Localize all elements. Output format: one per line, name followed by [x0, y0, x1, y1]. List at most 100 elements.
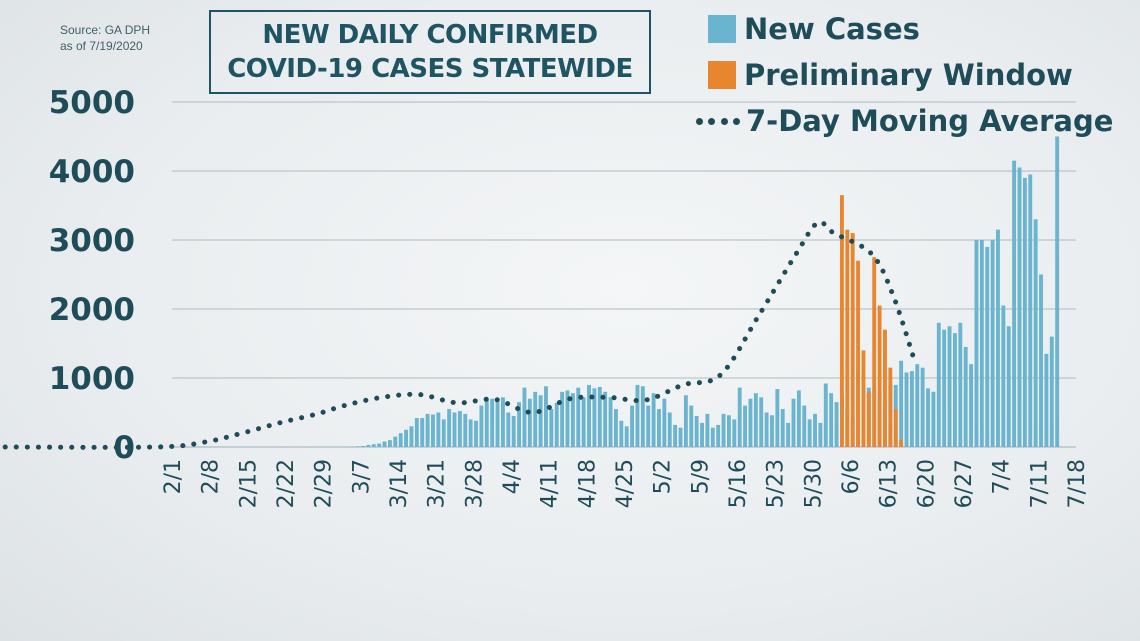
bar-new-cases — [904, 372, 909, 447]
x-tick-label: 5/23 — [764, 459, 789, 508]
bar-new-cases — [463, 413, 468, 447]
bar-preliminary — [893, 409, 898, 447]
bar-new-cases — [447, 409, 452, 447]
bar-new-cases — [1049, 336, 1054, 447]
bar-new-cases — [387, 440, 392, 447]
bar-new-cases — [624, 426, 629, 447]
bar-new-cases — [436, 412, 441, 447]
bar-new-cases — [1001, 305, 1006, 447]
x-tick-label: 2/15 — [236, 459, 261, 508]
bar-new-cases — [996, 229, 1000, 447]
bar-new-cases — [726, 415, 731, 447]
bar-new-cases — [915, 364, 920, 447]
y-tick-label: 3000 — [49, 223, 135, 259]
bar-new-cases — [823, 383, 828, 447]
bar-preliminary — [883, 329, 887, 447]
bar-new-cases — [743, 405, 748, 447]
preliminary-window-swatch — [708, 61, 736, 89]
bar-new-cases — [802, 405, 807, 447]
bar-new-cases — [597, 386, 602, 447]
bar-new-cases — [683, 395, 688, 447]
bar-preliminary — [856, 260, 861, 447]
bar-preliminary — [877, 305, 882, 447]
bar-new-cases — [807, 419, 812, 447]
x-tick-label: 7/4 — [990, 459, 1015, 494]
bar-new-cases — [936, 322, 941, 447]
bar-new-cases — [721, 413, 726, 447]
x-tick-label: 7/11 — [1027, 459, 1052, 508]
bar-new-cases — [952, 333, 957, 447]
bar-new-cases — [506, 412, 511, 447]
y-tick-label: 4000 — [49, 154, 135, 190]
bar-new-cases — [398, 433, 403, 447]
bar-new-cases — [958, 322, 963, 447]
bar-new-cases — [640, 386, 645, 447]
bar-new-cases — [737, 387, 742, 447]
y-tick-label: 5000 — [49, 85, 135, 121]
x-tick-label: 4/11 — [538, 459, 563, 508]
source-line: Source: GA DPH — [60, 23, 151, 37]
bar-new-cases — [382, 441, 387, 447]
bar-new-cases — [791, 398, 796, 447]
legend-new-cases: New Cases — [700, 6, 1113, 52]
bar-new-cases — [947, 326, 952, 447]
bar-new-cases — [1044, 353, 1049, 447]
x-tick-label: 5/30 — [801, 459, 826, 508]
bar-new-cases — [979, 240, 984, 447]
bar-new-cases — [1017, 167, 1022, 448]
bar-new-cases — [581, 397, 586, 447]
bar-preliminary — [872, 257, 877, 447]
bar-new-cases — [479, 405, 484, 447]
bar-new-cases — [484, 400, 489, 447]
x-tick-label: 4/4 — [500, 459, 525, 494]
x-tick-label: 7/18 — [1065, 459, 1090, 508]
bar-new-cases — [371, 444, 376, 447]
bar-new-cases — [1028, 174, 1033, 447]
bar-new-cases — [818, 422, 823, 447]
bar-preliminary — [850, 233, 855, 447]
gridlines — [172, 101, 1076, 448]
bar-new-cases — [587, 384, 591, 447]
bar-new-cases — [931, 391, 936, 447]
bar-new-cases — [420, 418, 425, 447]
bar-new-cases — [796, 390, 801, 447]
bar-new-cases — [909, 371, 914, 447]
moving-average-dots-icon — [696, 117, 740, 125]
bar-new-cases — [393, 436, 398, 447]
bar-new-cases — [926, 388, 930, 447]
bar-new-cases — [355, 446, 360, 447]
bar-new-cases — [942, 329, 947, 447]
bar-new-cases — [705, 413, 710, 447]
bar-new-cases — [1039, 274, 1043, 447]
bar-new-cases — [667, 412, 672, 447]
bar-new-cases — [764, 412, 769, 447]
bar-new-cases — [495, 402, 500, 447]
bar-new-cases — [474, 420, 478, 447]
x-tick-label: 4/18 — [575, 459, 600, 508]
bar-new-cases — [554, 402, 559, 447]
bar-new-cases — [963, 346, 968, 447]
bar-new-cases — [834, 402, 839, 447]
bar-new-cases — [544, 386, 548, 447]
chart-title: NEW DAILY CONFIRMED COVID-19 CASES STATE… — [209, 10, 651, 94]
bar-new-cases — [1022, 177, 1027, 447]
x-tick-label: 5/2 — [651, 459, 676, 494]
bar-new-cases — [678, 427, 683, 447]
bar-new-cases — [780, 409, 785, 447]
x-tick-label: 6/6 — [839, 459, 864, 494]
bar-preliminary — [845, 229, 850, 447]
bar-new-cases — [748, 398, 753, 447]
bar-preliminary — [861, 350, 866, 447]
x-tick-label: 2/8 — [199, 459, 224, 494]
bar-new-cases — [468, 419, 473, 447]
bar-new-cases — [404, 429, 409, 447]
moving-average-path — [2, 219, 918, 450]
bar-new-cases — [361, 445, 365, 447]
bar-new-cases — [920, 367, 925, 447]
bar-new-cases — [813, 413, 817, 447]
moving-average-line — [2, 219, 918, 450]
bar-new-cases — [452, 412, 457, 447]
bar-new-cases — [657, 409, 661, 447]
y-tick-label: 0 — [113, 430, 135, 466]
bar-new-cases — [441, 419, 446, 447]
